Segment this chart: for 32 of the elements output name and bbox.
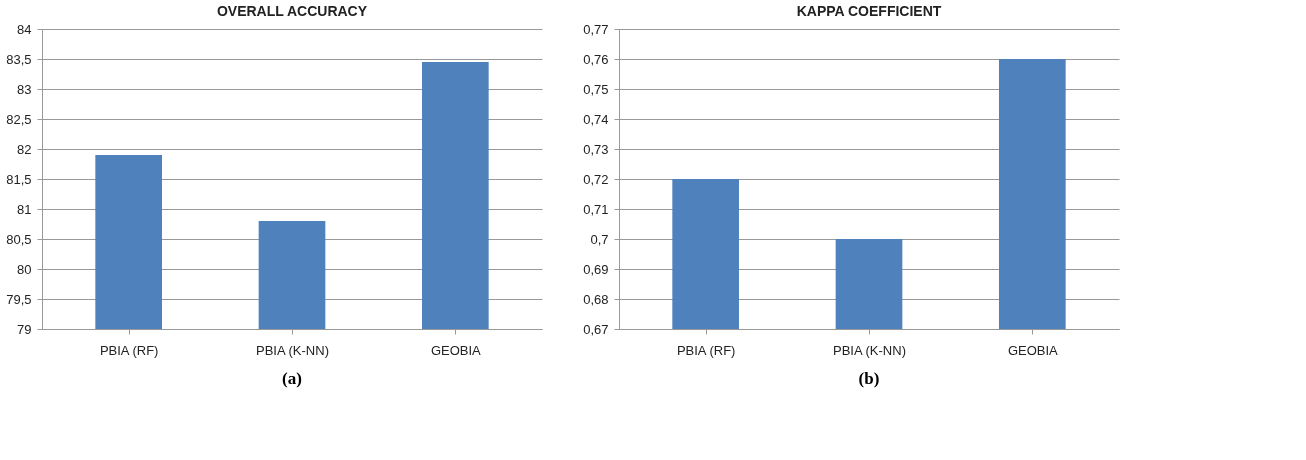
y-tick-label: 79,5 <box>6 291 32 307</box>
text: (a) <box>282 369 302 388</box>
y-tick-label: 83 <box>17 81 32 97</box>
x-tick-label: GEOBIA <box>430 342 482 358</box>
y-tick-label: 0,67 <box>583 321 609 337</box>
y-tick-label: 0,72 <box>583 171 609 187</box>
y-tick-label: 0,68 <box>583 291 609 307</box>
y-tick-label: 83,5 <box>6 51 32 67</box>
y-tick-label: 0,69 <box>583 261 609 277</box>
y-tick-label: 82 <box>17 141 32 157</box>
x-tick-label: PBIA (K-NN) <box>256 342 329 358</box>
y-tick-label: 0,75 <box>583 81 609 97</box>
y-tick-label: 0,7 <box>590 231 609 247</box>
y-tick-label: 0,76 <box>583 51 609 67</box>
y-tick-label: 81,5 <box>6 171 32 187</box>
x-tick-label: PBIA (RF) <box>99 342 159 358</box>
y-tick-label: 0,71 <box>583 201 609 217</box>
text: (b) <box>858 369 880 388</box>
y-tick-label: 84 <box>17 21 32 37</box>
y-tick-label: 0,74 <box>583 111 609 127</box>
y-tick-label: 0,73 <box>583 141 609 157</box>
y-tick-label: 80,5 <box>6 231 32 247</box>
x-tick-label: PBIA (RF) <box>676 342 736 358</box>
chart-title: OVERALL ACCURACY <box>216 3 368 19</box>
y-tick-label: 81 <box>17 201 32 217</box>
y-tick-label: 0,77 <box>583 21 609 37</box>
chart-title: KAPPA COEFFICIENT <box>796 3 942 19</box>
x-tick-label: GEOBIA <box>1007 342 1059 358</box>
y-tick-label: 82,5 <box>6 111 32 127</box>
y-tick-label: 80 <box>17 261 32 277</box>
x-tick-label: PBIA (K-NN) <box>833 342 906 358</box>
y-tick-label: 79 <box>17 321 32 337</box>
